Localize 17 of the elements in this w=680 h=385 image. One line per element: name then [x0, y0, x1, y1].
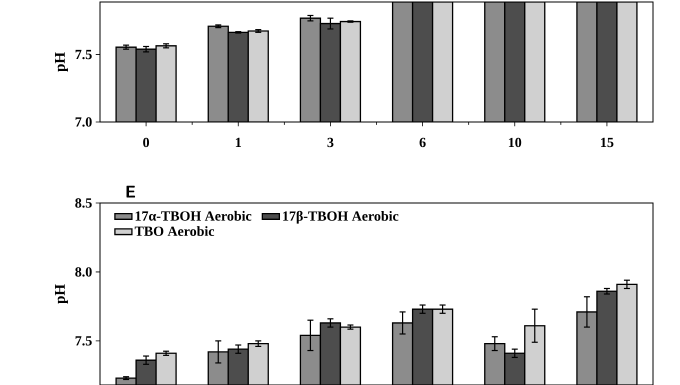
chart-title: E	[126, 186, 136, 198]
y-tick-label: 7.5	[76, 50, 92, 60]
legend-label: 17α-TBOH Aerobic	[136, 210, 252, 221]
y-tick-label: 8.0	[75, 267, 92, 277]
y-tick-label: 7.5	[76, 336, 92, 346]
y-tick-label: 7.0	[76, 117, 92, 127]
x-tick-label: 0	[143, 138, 150, 148]
y-axis-title: pH	[54, 284, 68, 304]
legend-label: 17β-TBOH Aerobic	[283, 210, 398, 224]
x-tick-label: 3	[327, 138, 334, 148]
x-tick-label: 15	[601, 138, 614, 148]
x-tick-label: 1	[236, 138, 242, 147]
x-tick-label: 10	[508, 138, 522, 148]
x-tick-label: 6	[420, 138, 426, 148]
y-axis-title: pH	[54, 52, 68, 72]
legend-label: TBO Aerobic	[134, 226, 214, 236]
y-tick-label: 8.5	[75, 198, 92, 208]
